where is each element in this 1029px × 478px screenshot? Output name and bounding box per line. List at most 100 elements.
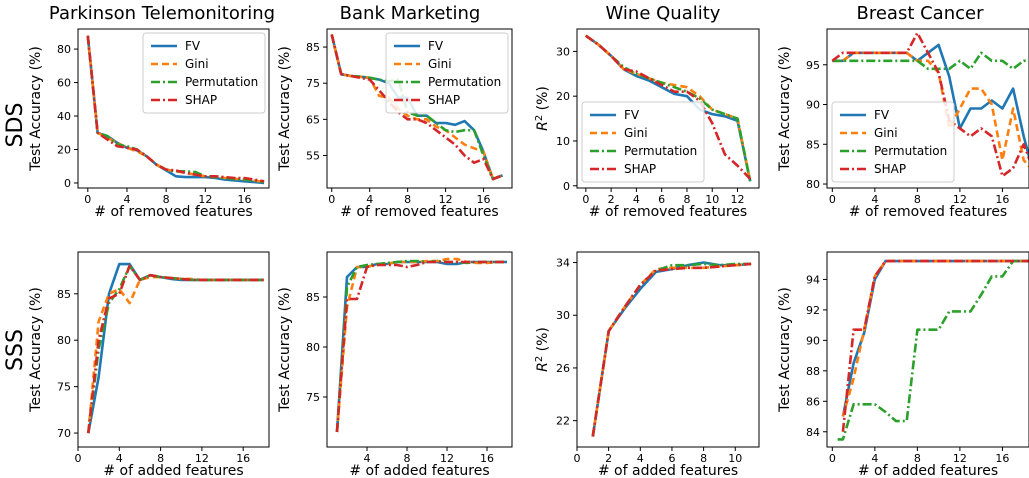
x-tick-label: 0 (574, 452, 581, 465)
series-line-permutation (832, 51, 1029, 71)
plot-frame (326, 28, 513, 189)
legend-box (385, 32, 509, 114)
x-tick-label: 4 (633, 193, 640, 206)
x-tick-label: 16 (995, 452, 1009, 465)
panel-bank-sss: 4 8 12 16 75 80 85 # of added features Test Accu… (277, 251, 513, 478)
y-label-r: R (535, 362, 551, 372)
col-title-parkinson: Parkinson Telemonitoring (49, 3, 275, 24)
legend-label-gini: Gini (624, 126, 648, 140)
series-line-gini (591, 262, 752, 437)
series-line-permutation (330, 34, 503, 181)
y-tick-label: 0 (64, 177, 71, 190)
y-tick-label: 40 (57, 110, 71, 123)
x-axis-label: # of removed features (589, 204, 747, 220)
col-title-bank: Bank Marketing (340, 3, 481, 24)
x-axis-label: # of removed features (94, 204, 252, 220)
y-tick-label: 80 (306, 341, 320, 354)
y-tick-label: 20 (57, 144, 71, 157)
legend-label-fv: FV (428, 39, 444, 53)
x-tick-label: 4 (637, 452, 644, 465)
legend-label-shap: SHAP (874, 162, 906, 176)
series-line-permutation (335, 259, 507, 433)
x-tick-label: 2 (605, 452, 612, 465)
plot-frame (326, 251, 513, 448)
y-axis-label: R2 (%) (534, 327, 551, 372)
legend-label-shap: SHAP (185, 93, 217, 107)
series-line-shap (591, 262, 752, 437)
legend-label-gini: Gini (874, 126, 898, 140)
legend-label-permutation: Permutation (624, 144, 697, 158)
x-tick-label: 12 (198, 193, 212, 206)
x-tick-label: 12 (440, 452, 454, 465)
y-label-r: R (535, 121, 551, 131)
plot-frame (576, 28, 760, 189)
y-tick-label: 75 (306, 391, 320, 404)
y-tick-label: 95 (806, 59, 820, 72)
series-line-fv (841, 259, 1029, 417)
panel-parkinson-sds: 0 4 8 12 16 0 20 40 60 80 # of removed features Tes… (28, 28, 270, 220)
series-line-shap (335, 260, 507, 433)
y-tick-label: 94 (806, 273, 820, 286)
x-tick-label: 4 (364, 452, 371, 465)
series-line-shap (831, 31, 1029, 178)
plot-frame (826, 251, 1029, 448)
y-tick-label: 70 (57, 427, 71, 440)
legend-label-gini: Gini (428, 57, 452, 71)
series-group (87, 262, 264, 434)
y-axis-label: R2 (%) (534, 86, 551, 131)
legend-label-permutation: Permutation (428, 75, 501, 89)
y-tick-label: 80 (57, 334, 71, 347)
y-tick-label: 75 (306, 77, 320, 90)
y-tick-label: 75 (57, 381, 71, 394)
x-tick-label: 0 (75, 452, 82, 465)
legend-box (581, 101, 705, 183)
x-tick-label: 12 (953, 452, 967, 465)
legend: FV Gini Permutation SHAP (581, 101, 705, 183)
series-line-shap (330, 34, 503, 181)
x-axis-label: # of added features (598, 463, 738, 478)
y-axis-label: Test Accuracy (%) (777, 46, 793, 172)
x-axis-label: # of removed features (340, 204, 498, 220)
x-tick-label: 16 (238, 193, 252, 206)
x-axis-label: # of added features (349, 463, 489, 478)
y-tick-label: 86 (806, 395, 820, 408)
col-title-breast: Breast Cancer (857, 3, 985, 24)
x-tick-label: 8 (404, 452, 411, 465)
legend-label-shap: SHAP (428, 93, 460, 107)
x-tick-label: 8 (914, 193, 921, 206)
y-tick-label: 30 (556, 45, 570, 58)
x-tick-label: 2 (608, 193, 615, 206)
series-line-fv (591, 261, 752, 437)
x-tick-label: 0 (328, 193, 335, 206)
legend: FV Gini Permutation SHAP (385, 32, 509, 114)
x-tick-label: 16 (236, 452, 250, 465)
y-axis-label: Test Accuracy (%) (777, 287, 793, 413)
series-line-shap (841, 259, 1029, 432)
y-tick-label: 30 (556, 309, 570, 322)
legend-box (142, 32, 266, 114)
series-line-permutation (87, 264, 264, 434)
y-label-sup: 2 (534, 356, 545, 362)
series-line-fv (335, 260, 507, 433)
series-line-gini (330, 34, 503, 181)
y-tick-label: 60 (57, 77, 71, 90)
x-tick-label: 0 (84, 193, 91, 206)
y-tick-label: 85 (306, 41, 320, 54)
x-tick-label: 6 (658, 193, 665, 206)
x-tick-label: 8 (163, 193, 170, 206)
y-tick-label: 90 (806, 334, 820, 347)
y-tick-label: 85 (57, 288, 71, 301)
legend: FV Gini Permutation SHAP (831, 101, 955, 183)
series-group (330, 34, 503, 181)
y-axis-label: Test Accuracy (%) (28, 287, 44, 413)
y-tick-label: 20 (556, 90, 570, 103)
x-tick-label: 0 (829, 193, 836, 206)
x-tick-label: 4 (871, 452, 878, 465)
col-title-wine: Wine Quality (606, 3, 721, 24)
y-axis-label: Test Accuracy (%) (277, 287, 293, 413)
row-label-sds: SDS (3, 103, 28, 148)
x-tick-label: 4 (871, 193, 878, 206)
series-line-gini (841, 259, 1029, 417)
